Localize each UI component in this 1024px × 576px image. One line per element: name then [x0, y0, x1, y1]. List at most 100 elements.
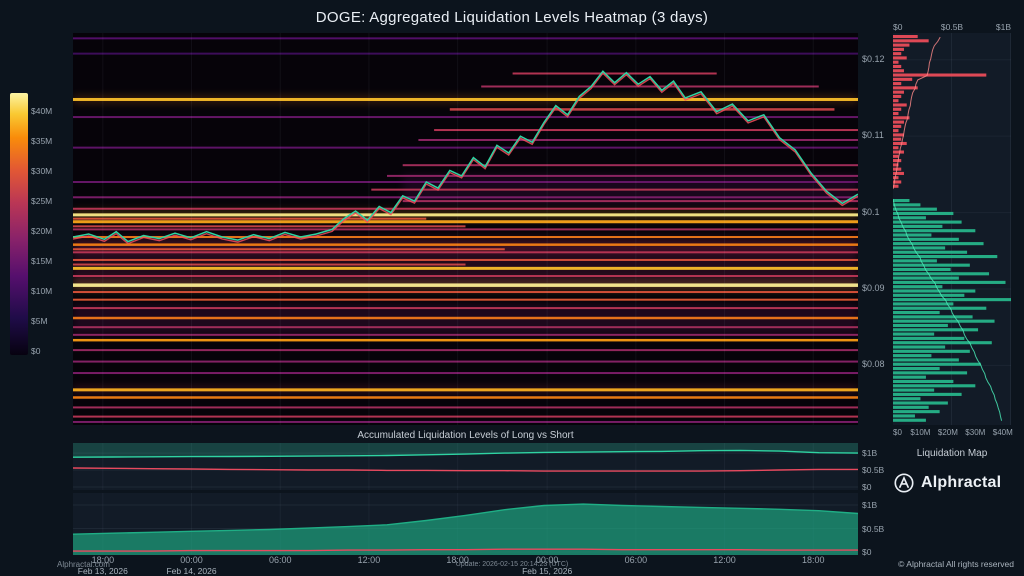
liquidation-level-line — [73, 274, 858, 277]
liqmap-bottom-axis-label: $40M — [992, 428, 1013, 437]
colorbar-label: $0 — [31, 346, 41, 356]
long-liquidation-bar — [893, 220, 962, 224]
accumulated-lower-panel[interactable] — [73, 493, 858, 555]
series-line — [73, 467, 858, 472]
short-liquidation-bar — [893, 86, 918, 90]
time-tick-label: 00:00 — [535, 555, 559, 565]
short-liquidation-bar — [893, 180, 902, 184]
accumulated-y-axis-label: $0 — [862, 482, 872, 492]
short-liquidation-bar — [893, 69, 904, 73]
short-liquidation-bar — [893, 133, 904, 137]
liquidation-level-line — [73, 37, 858, 40]
price-axis-label: $0.09 — [862, 282, 885, 293]
long-liquidation-bar — [893, 255, 998, 259]
short-liquidation-bar — [893, 184, 899, 188]
liquidation-map-panel[interactable] — [893, 33, 1011, 425]
long-liquidation-bar — [893, 250, 968, 254]
long-liquidation-bar — [893, 405, 929, 409]
liquidation-level-line — [73, 243, 858, 246]
short-liquidation-bar — [893, 171, 904, 175]
short-liquidation-bar — [893, 146, 899, 150]
colorbar-label: $15M — [31, 256, 53, 266]
short-liquidation-bar — [893, 73, 987, 77]
accumulated-title: Accumulated Liquidation Levels of Long v… — [357, 430, 574, 441]
alphractal-logo: Alphractal — [893, 472, 1001, 494]
liquidation-level-line — [402, 164, 858, 167]
accumulated-y-axis-label: $1B — [862, 500, 878, 511]
long-liquidation-bar — [893, 306, 987, 310]
time-tick-label: 18:00 — [91, 555, 115, 565]
liquidation-map-canvas[interactable] — [893, 33, 1011, 425]
short-liquidation-bar — [893, 77, 913, 81]
short-liquidation-bar — [893, 116, 910, 120]
long-liquidation-bar — [893, 289, 976, 293]
short-liquidation-bar — [893, 52, 902, 56]
short-liquidation-bar — [893, 150, 904, 154]
colorbar-label: $40M — [31, 106, 53, 116]
liquidation-level-line — [73, 228, 858, 231]
liquidation-level-line — [73, 406, 858, 409]
liquidation-level-line — [73, 316, 858, 320]
long-liquidation-bar — [893, 276, 959, 280]
liquidation-level-line — [73, 146, 858, 149]
long-liquidation-bar — [893, 354, 932, 358]
long-liquidation-bar — [893, 392, 962, 396]
short-liquidation-bar — [893, 56, 907, 60]
short-liquidation-bar — [893, 112, 899, 116]
short-liquidation-bar — [893, 154, 899, 158]
accumulated-upper-canvas[interactable] — [73, 443, 858, 490]
heatmap-panel[interactable] — [73, 33, 858, 425]
long-liquidation-bar — [893, 315, 973, 319]
liquidation-level-line — [73, 97, 858, 101]
accumulated-lower-canvas[interactable] — [73, 493, 858, 555]
long-liquidation-bar — [893, 328, 979, 332]
alphractal-logo-text: Alphractal — [921, 474, 1002, 491]
long-liquidation-bar — [893, 379, 954, 384]
liquidation-level-line — [73, 258, 858, 261]
liquidation-level-line — [512, 72, 717, 75]
liquidation-level-line — [73, 236, 858, 239]
watermark: Alphractal.com — [57, 560, 110, 569]
liquidation-map-title: Liquidation Map — [916, 448, 988, 459]
short-liquidation-bar — [893, 137, 902, 141]
series-line — [73, 449, 858, 458]
long-liquidation-bar — [893, 203, 921, 207]
long-liquidation-bar — [893, 367, 940, 371]
liqmap-bottom-axis-label: $30M — [965, 428, 986, 437]
short-liquidation-bar — [893, 159, 902, 163]
heatmap-canvas[interactable] — [73, 33, 858, 425]
short-liquidation-bar — [893, 90, 904, 94]
liqmap-top-axis-label: $0.5B — [940, 22, 964, 32]
liquidation-level-line — [73, 248, 505, 251]
price-line — [73, 70, 858, 243]
liquidation-level-line — [73, 283, 858, 287]
colorbar-label: $10M — [31, 286, 53, 296]
liquidation-level-line — [73, 396, 858, 399]
liquidation-level-line — [73, 181, 858, 184]
liquidation-level-line — [402, 200, 858, 203]
liquidation-level-line — [73, 372, 858, 375]
liquidation-level-line — [449, 108, 835, 111]
short-liquidation-bar — [893, 120, 904, 124]
long-liquidation-bar — [893, 207, 937, 211]
liquidation-level-line — [73, 116, 858, 119]
short-liquidation-bar — [893, 82, 902, 86]
price-axis-label: $0.11 — [862, 130, 884, 141]
long-liquidation-bar — [893, 384, 976, 388]
long-liquidation-bar — [893, 211, 954, 216]
short-liquidation-bar — [893, 99, 899, 103]
short-liquidation-bar — [893, 176, 899, 180]
short-liquidation-bar — [893, 163, 899, 167]
date-label: Feb 14, 2026 — [166, 566, 217, 576]
short-liquidation-bar — [893, 39, 929, 43]
accumulated-upper-panel[interactable] — [73, 443, 858, 490]
liquidation-level-line — [73, 415, 858, 418]
accumulated-y-axis-label: $0.5B — [862, 523, 885, 534]
short-liquidation-bar — [893, 47, 904, 51]
alphractal-logo-icon — [894, 473, 914, 493]
long-liquidation-bar — [893, 410, 940, 414]
long-liquidation-bar — [893, 371, 968, 375]
short-liquidation-bar — [893, 129, 899, 133]
long-liquidation-bar — [893, 216, 926, 220]
series-area — [73, 504, 858, 555]
